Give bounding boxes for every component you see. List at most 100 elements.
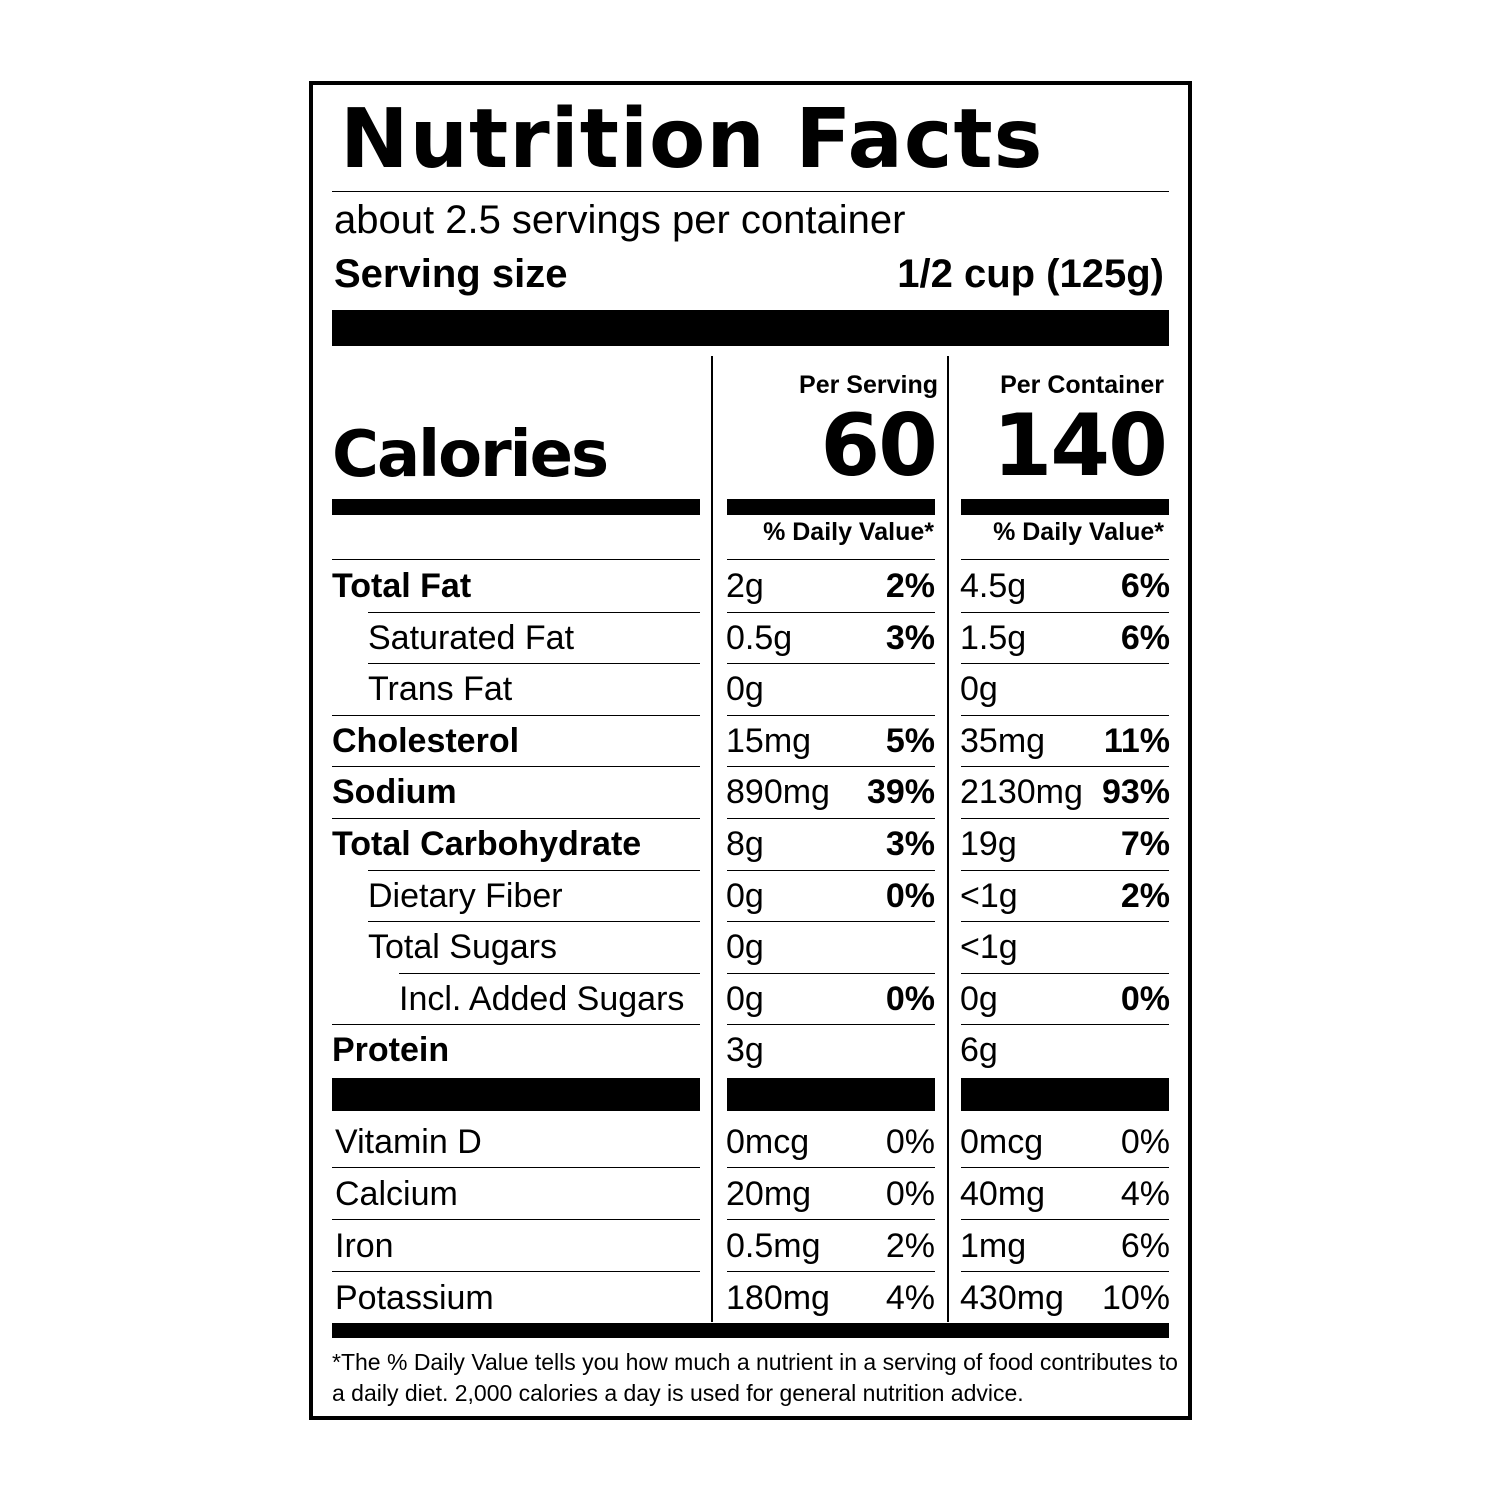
thick-divider-bottom [332,1323,1169,1338]
calories-label: Calories [332,418,609,492]
row-divider [961,1271,1169,1272]
serving-amount: 180mg [726,1279,830,1317]
nutrient-row: Trans Fat 0g 0g [313,664,1188,716]
container-amount: 0mcg [960,1123,1044,1161]
vitamin-bar-serving [727,1078,935,1111]
container-daily-value: 7% [1120,825,1170,863]
serving-amount: 0mcg [726,1123,810,1161]
container-amount: 19g [960,825,1017,863]
container-daily-value: 6% [1120,618,1170,657]
row-divider [368,611,700,613]
footnote: *The % Daily Value tells you how much a … [332,1349,1178,1406]
dv-header-container: % Daily Value* [993,518,1164,546]
row-divider [961,869,1169,871]
container-amount: <1g [960,876,1018,915]
serving-amount: 3g [726,1031,764,1070]
serving-daily-value: 4% [885,1279,935,1317]
serving-daily-value: 0% [885,979,935,1018]
serving-daily-value: 2% [885,1227,935,1265]
serving-amount: 8g [726,825,764,863]
row-divider [961,611,1169,613]
row-divider [961,972,1169,974]
container-amount: 430mg [960,1279,1064,1317]
row-divider [399,972,700,974]
container-daily-value: 6% [1120,567,1170,605]
row-divider [961,663,1169,665]
row-divider [961,559,1169,560]
container-daily-value: 0% [1120,1123,1170,1161]
container-amount: 40mg [960,1175,1046,1213]
row-divider [727,1219,935,1220]
nutrient-name: Protein [332,1031,450,1070]
vitamin-row: Iron 0.5mg 2% 1mg 6% [313,1220,1188,1272]
serving-daily-value: 39% [866,773,935,812]
serving-amount: 0g [726,876,764,915]
row-divider [961,1219,1169,1220]
row-divider [332,1167,700,1168]
vitamin-bar-label [332,1078,700,1111]
calories-per-container: 140 [992,396,1168,496]
row-divider [332,1024,700,1026]
container-daily-value: 4% [1120,1175,1170,1213]
row-divider [961,714,1169,716]
row-divider [332,818,700,819]
serving-size-value: 1/2 cup (125g) [897,252,1164,296]
calories-bar-serving [727,499,935,515]
serving-amount: 15mg [726,721,812,760]
container-amount: 0g [960,979,998,1018]
nutrient-row: Incl. Added Sugars 0g 0% 0g 0% [313,974,1188,1026]
container-daily-value: 11% [1103,721,1170,760]
row-divider [332,1219,700,1220]
nutrition-facts-label: Nutrition Facts about 2.5 servings per c… [309,81,1192,1420]
container-amount: 1mg [960,1227,1027,1265]
nutrient-row: Dietary Fiber 0g 0% <1g 2% [313,871,1188,923]
nutrient-name: Dietary Fiber [368,876,563,915]
container-daily-value: 93% [1101,773,1170,812]
calories-bar-label [332,499,700,515]
row-divider [961,1024,1169,1026]
nutrient-name: Potassium [335,1279,494,1317]
col-header-per-container: Per Container [1000,371,1164,399]
container-amount: 2130mg [960,773,1083,812]
row-divider [727,818,935,819]
serving-size-label: Serving size [334,252,568,296]
serving-amount: 0g [726,928,764,967]
row-divider [727,611,935,613]
nutrient-name: Incl. Added Sugars [399,979,685,1018]
vitamin-row: Calcium 20mg 0% 40mg 4% [313,1168,1188,1220]
row-divider [368,663,700,665]
row-divider [727,766,935,768]
nutrient-name: Trans Fat [368,670,513,709]
nutrient-row: Sodium 890mg 39% 2130mg 93% [313,767,1188,819]
row-divider [368,921,700,923]
serving-amount: 2g [726,567,764,605]
row-divider [727,663,935,665]
nutrient-name: Calcium [335,1175,458,1213]
row-divider [368,869,700,871]
nutrient-row: Protein 3g 6g [313,1025,1188,1077]
label-title: Nutrition Facts [340,92,1044,187]
row-divider [727,921,935,923]
serving-daily-value: 2% [885,567,935,605]
row-divider [961,921,1169,923]
container-daily-value: 6% [1120,1227,1170,1265]
nutrient-row: Total Sugars 0g <1g [313,922,1188,974]
vitamin-bar-container [961,1078,1169,1111]
row-divider [727,972,935,974]
container-amount: <1g [960,928,1018,967]
title-divider [332,191,1169,192]
row-divider [727,559,935,560]
dv-header-serving: % Daily Value* [763,518,934,546]
nutrient-name: Total Sugars [368,928,557,967]
container-amount: 0g [960,670,998,709]
serving-amount: 20mg [726,1175,812,1213]
serving-daily-value: 0% [885,876,935,915]
container-amount: 1.5g [960,618,1027,657]
vitamin-row: Potassium 180mg 4% 430mg 10% [313,1272,1188,1324]
serving-daily-value: 3% [885,618,935,657]
calories-bar-container [961,499,1169,515]
serving-daily-value: 5% [885,721,935,760]
row-divider [727,1167,935,1168]
container-daily-value: 0% [1120,979,1170,1018]
serving-amount: 0g [726,979,764,1018]
